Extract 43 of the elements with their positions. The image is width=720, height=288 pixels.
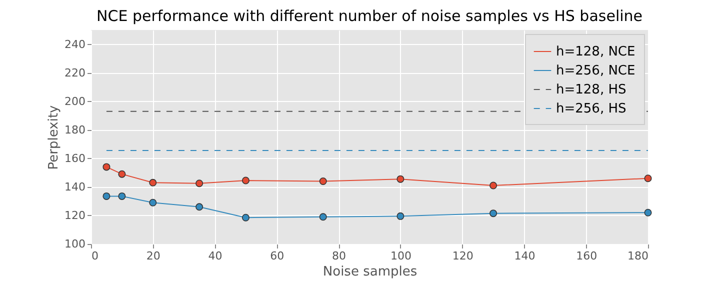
point	[118, 192, 126, 200]
legend-label: h=128, NCE	[556, 44, 636, 60]
point	[490, 210, 498, 218]
x-tick-label: 80	[332, 250, 346, 262]
point	[102, 192, 110, 200]
point	[149, 178, 157, 186]
point	[490, 182, 498, 190]
point	[118, 170, 126, 178]
y-tick-label: 200	[64, 94, 86, 108]
point	[644, 208, 652, 216]
y-tick-label: 100	[64, 238, 86, 250]
point	[149, 198, 157, 206]
legend-label: h=256, NCE	[556, 64, 636, 78]
point	[396, 175, 404, 183]
x-tick-label: 0	[92, 250, 98, 262]
chart-title: NCE performance with different number of noise samples vs HS baseline	[96, 7, 643, 25]
x-tick-label: 140	[514, 250, 536, 262]
x-tick-label: 40	[208, 250, 222, 262]
y-axis-title: Perplexity	[46, 104, 62, 170]
point	[396, 212, 404, 220]
x-axis-title: Noise samples	[322, 264, 418, 280]
point	[242, 176, 250, 184]
legend-label: h=128, HS	[556, 82, 626, 98]
y-tick-label: 220	[64, 66, 86, 80]
y-tick-label: 180	[64, 123, 86, 136]
x-tick-label: 160	[576, 250, 598, 262]
y-tick-label: 140	[64, 180, 86, 194]
x-tick-label: 100	[390, 250, 412, 262]
x-tick-label: 180	[628, 250, 648, 262]
point	[319, 177, 327, 185]
y-tick-label: 240	[64, 38, 86, 51]
x-tick-label: 20	[146, 250, 160, 262]
x-tick-label: 60	[270, 250, 284, 262]
point	[242, 214, 250, 222]
x-tick-label: 120	[452, 250, 474, 262]
point	[196, 203, 204, 211]
y-tick-label: 120	[64, 208, 86, 222]
point	[319, 213, 327, 221]
point	[644, 174, 652, 182]
point	[196, 180, 204, 188]
legend-label: h=256, HS	[556, 102, 626, 116]
y-tick-label: 160	[64, 152, 86, 165]
point	[102, 163, 110, 171]
